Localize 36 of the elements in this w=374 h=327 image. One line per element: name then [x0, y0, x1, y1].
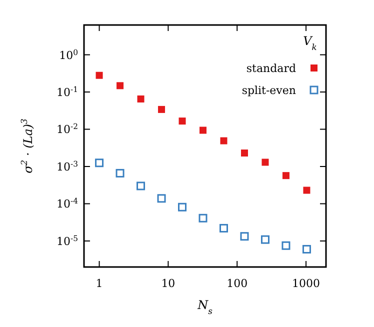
point — [200, 126, 207, 134]
point — [240, 232, 249, 241]
point — [282, 172, 290, 180]
x-tick-label: 100 — [226, 277, 248, 290]
y-tick-label: 10$^{-2}$ — [56, 122, 78, 136]
x-tick-label: 1000 — [292, 277, 320, 290]
point — [136, 182, 146, 190]
legend-label: standard — [246, 62, 296, 75]
legend-label: split-even — [242, 84, 296, 97]
point — [220, 224, 228, 232]
point — [158, 106, 166, 113]
y-tick-label: 10$^{-4}$ — [56, 196, 78, 211]
point — [178, 202, 187, 212]
x-tick-label: 1 — [96, 277, 103, 290]
x-axis-title: N$_{s}$ — [196, 298, 214, 316]
point — [116, 168, 124, 178]
point — [198, 214, 208, 222]
y-tick-label: 10$^{-1}$ — [56, 84, 78, 100]
y-tick-label: 10$^{0}$ — [59, 47, 78, 62]
y-tick-label: 10$^{-3}$ — [56, 158, 78, 174]
y-tick-label: 10$^{-5}$ — [56, 233, 78, 248]
legend-title: V$_{k}$ — [303, 34, 317, 52]
point — [157, 194, 166, 203]
point — [137, 95, 144, 102]
point — [178, 118, 186, 125]
point — [95, 158, 104, 168]
point — [282, 241, 290, 250]
point — [220, 137, 228, 144]
point — [240, 150, 248, 157]
point — [260, 235, 270, 244]
point — [96, 72, 103, 79]
point — [302, 244, 311, 254]
x-tick-label: 10 — [161, 277, 176, 290]
point — [116, 82, 124, 90]
point — [303, 186, 310, 194]
point — [262, 158, 269, 166]
